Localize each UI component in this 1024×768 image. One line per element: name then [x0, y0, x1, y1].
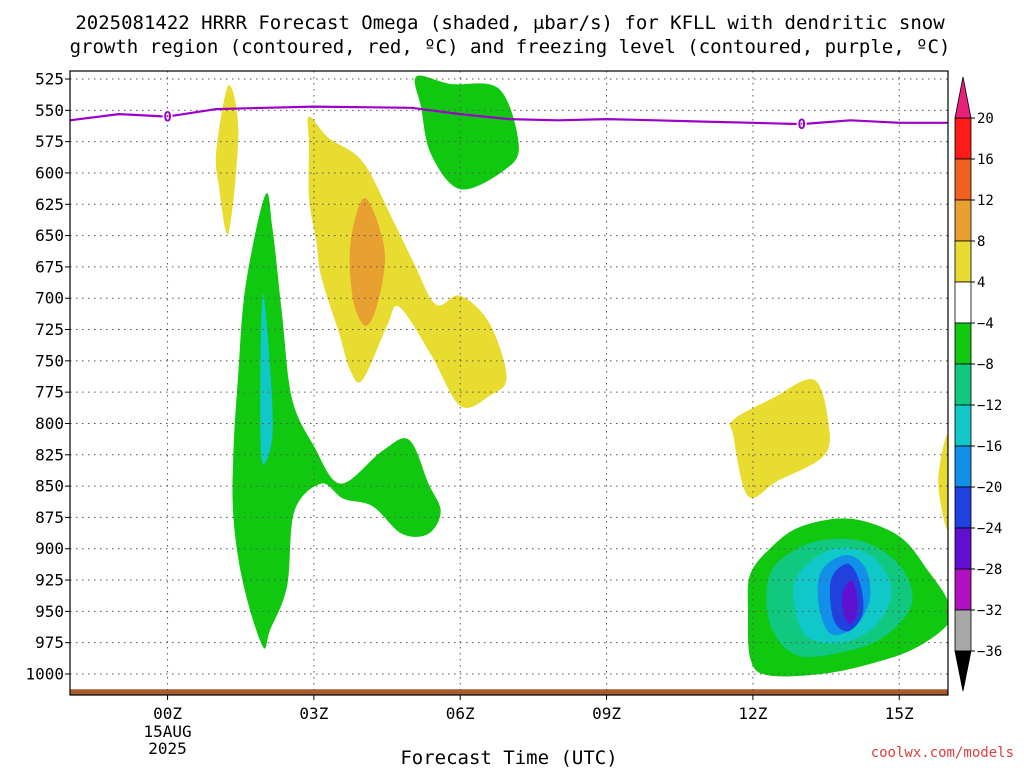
omega-region-13 [842, 580, 858, 624]
y-tick-label: 900 [35, 539, 64, 558]
ground-strip [70, 689, 948, 695]
x-tick-label: 09Z [592, 704, 621, 723]
y-tick-label: 550 [35, 101, 64, 120]
colorbar-swatch [954, 199, 972, 242]
freezing-level-label: 0 [797, 117, 805, 133]
freezing-level-label: 0 [163, 110, 171, 126]
colorbar-label: −12 [977, 398, 1002, 414]
colorbar-swatch [954, 568, 972, 611]
colorbar-label: 16 [977, 152, 994, 168]
y-tick-label: 975 [35, 633, 64, 652]
colorbar-swatch [954, 117, 972, 160]
y-tick-label: 775 [35, 383, 64, 402]
x-tick-label: 03Z [299, 704, 328, 723]
freezing-level-label-bg [796, 116, 807, 133]
y-tick-label: 750 [35, 351, 64, 370]
y-tick-label: 925 [35, 571, 64, 590]
y-tick-label: 700 [35, 289, 64, 308]
colorbar-swatch [954, 445, 972, 488]
y-tick-label: 850 [35, 477, 64, 496]
colorbar-label: 4 [977, 275, 985, 291]
y-tick-label: 800 [35, 414, 64, 433]
x-tick-sublabel: 2025 [148, 739, 187, 758]
colorbar-label: 12 [977, 193, 994, 209]
x-tick-label: 00Z [153, 704, 182, 723]
colorbar-swatch [954, 158, 972, 201]
colorbar: 20 16 12 8 4 −4 −8 −12 −16 −20 −24 −28 −32 −36 [954, 76, 1002, 692]
y-tick-label: 525 [35, 70, 64, 89]
colorbar-label: −28 [977, 562, 1002, 578]
colorbar-label: −36 [977, 644, 1002, 660]
colorbar-swatch [954, 609, 972, 652]
plot-frame [69, 70, 949, 696]
chart-title-line-2: growth region (contoured, red, ºC) and f… [70, 36, 951, 58]
colorbar-swatch [954, 486, 972, 529]
colorbar-label: −24 [977, 521, 1002, 537]
colorbar-swatch [954, 527, 972, 570]
freezing-level-label-bg [162, 108, 173, 125]
y-tick-label: 575 [35, 132, 64, 151]
credit-link[interactable]: coolwx.com/models [871, 745, 1014, 761]
colorbar-label: −4 [977, 316, 994, 332]
y-tick-label: 625 [35, 195, 64, 214]
colorbar-label: 8 [977, 234, 985, 250]
colorbar-swatch [954, 404, 972, 447]
freezing-level-line [70, 105, 948, 126]
x-tick-label: 15Z [885, 704, 914, 723]
colorbar-label: −16 [977, 439, 1002, 455]
y-tick-label: 1000 [25, 665, 64, 684]
colorbar-label: −8 [977, 357, 994, 373]
x-tick-label: 06Z [446, 704, 475, 723]
colorbar-swatch [954, 363, 972, 406]
y-tick-label: 600 [35, 163, 64, 182]
colorbar-top-arrow [954, 76, 972, 119]
y-tick-label: 675 [35, 257, 64, 276]
y-axis: 525 550 575 600 625 650 675 700 725 750 775 800 825 8… [25, 70, 70, 684]
omega-region-2 [307, 116, 507, 408]
colorbar-label: −32 [977, 603, 1002, 619]
colorbar-swatch [954, 281, 972, 324]
colorbar-bottom-arrow [954, 650, 972, 692]
omega-region-6 [729, 378, 830, 499]
colorbar-swatch [954, 322, 972, 365]
y-tick-label: 875 [35, 508, 64, 527]
x-tick-label: 12Z [738, 704, 767, 723]
omega-region-3 [349, 197, 385, 326]
chart-title-line-1: 2025081422 HRRR Forecast Omega (shaded, … [75, 12, 945, 34]
y-tick-label: 950 [35, 602, 64, 621]
y-tick-label: 650 [35, 226, 64, 245]
y-tick-label: 725 [35, 320, 64, 339]
colorbar-label: 20 [977, 111, 994, 127]
y-tick-label: 825 [35, 445, 64, 464]
omega-region-7 [938, 435, 948, 530]
omega-region-5 [260, 293, 273, 465]
colorbar-swatch [954, 240, 972, 283]
omega-region-0 [215, 85, 239, 235]
omega-region-1 [414, 75, 519, 190]
omega-region-4 [232, 193, 441, 649]
x-axis-label: Forecast Time (UTC) [400, 747, 617, 768]
colorbar-label: −20 [977, 480, 1002, 496]
x-tick-sublabel: 15AUG [143, 722, 191, 741]
